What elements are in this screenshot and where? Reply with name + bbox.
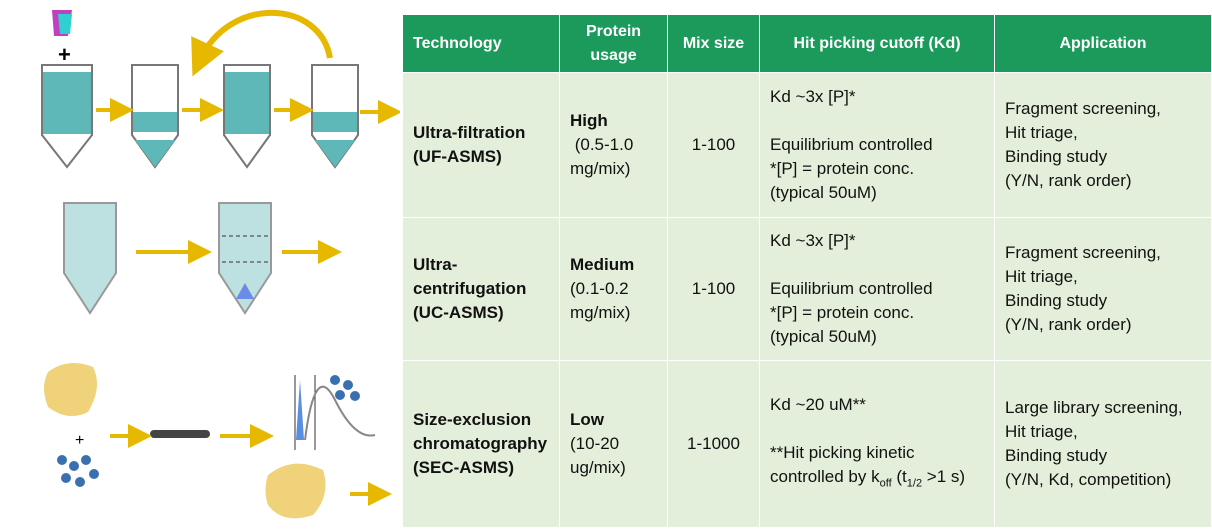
cutoff-cell: Kd ~20 uM** **Hit picking kinetic controll… bbox=[760, 360, 995, 527]
cutoff-text: Kd ~20 uM** bbox=[770, 394, 866, 414]
application-text: (Y/N, rank order) bbox=[1005, 171, 1132, 190]
technology-cell: Ultra-filtration (UF-ASMS) bbox=[403, 72, 560, 217]
application-text: Hit triage, bbox=[1005, 422, 1078, 441]
header-cell: Application bbox=[995, 15, 1212, 72]
usage-detail: mg/mix) bbox=[570, 159, 631, 178]
cutoff-line: (typical 50uM) bbox=[770, 325, 984, 349]
cutoff-text: *[P] = protein conc. bbox=[770, 303, 915, 322]
cutoff-text: Kd ~3x [P]* bbox=[770, 87, 856, 106]
technology-text: Size-exclusion bbox=[413, 410, 532, 429]
workflow-diagrams: + + bbox=[41, 10, 400, 519]
usage-cell: Medium (0.1-0.2 mg/mix) bbox=[560, 217, 668, 360]
application-text: (Y/N, rank order) bbox=[1005, 315, 1132, 334]
usage-detail: (10-20 bbox=[570, 434, 620, 453]
uf-diagram: + bbox=[41, 10, 400, 169]
header-text: Technology bbox=[413, 34, 502, 52]
paragraph-gap bbox=[770, 109, 984, 133]
cutoff-text: (typical 50uM) bbox=[770, 183, 877, 202]
application-text: Binding study bbox=[1005, 446, 1108, 465]
cutoff-text: Equilibrium controlled bbox=[770, 135, 933, 154]
technology-text: centrifugation bbox=[413, 279, 527, 298]
header-cell: Protein usage bbox=[560, 15, 668, 72]
technology-text: (UF-ASMS) bbox=[413, 147, 502, 166]
cutoff-cell: Kd ~3x [P]* Equilibrium controlled *[P] = … bbox=[760, 217, 995, 360]
technology-text: Ultra- bbox=[413, 255, 458, 274]
header-cell: Technology bbox=[403, 15, 560, 72]
mix-cell: 1-100 bbox=[668, 217, 760, 360]
cutoff-line: Equilibrium controlled bbox=[770, 133, 984, 157]
header-text: Protein usage bbox=[585, 22, 642, 64]
cutoff-line: Kd ~3x [P]* bbox=[770, 85, 984, 109]
usage-detail: mg/mix) bbox=[570, 303, 631, 322]
technology-text: Ultra-filtration bbox=[413, 123, 526, 142]
comparison-table: Technology Protein usage Mix size Hit picki… bbox=[403, 15, 1212, 527]
mix-cell: 1-100 bbox=[668, 72, 760, 217]
cutoff-text: *[P] = protein conc. bbox=[770, 159, 915, 178]
cutoff-text: controlled by k bbox=[770, 466, 880, 486]
application-text: Fragment screening, bbox=[1005, 99, 1161, 118]
cutoff-line: controlled by koff (t1/2 >1 s) bbox=[770, 465, 984, 495]
technology-text: chromatography bbox=[413, 434, 548, 453]
header-cell: Hit picking cutoff (Kd) bbox=[760, 15, 995, 72]
cutoff-line: **Hit picking kinetic bbox=[770, 441, 984, 465]
technology-cell: Ultra-centrifugation (UC-ASMS) bbox=[403, 217, 560, 360]
cutoff-line: Kd ~3x [P]* bbox=[770, 229, 984, 253]
application-text: (Y/N, Kd, competition) bbox=[1005, 470, 1172, 489]
usage-detail: (0.5-1.0 bbox=[570, 135, 634, 154]
cutoff-line: Equilibrium controlled bbox=[770, 277, 984, 301]
svg-text:+: + bbox=[75, 432, 84, 449]
cutoff-line: *[P] = protein conc. bbox=[770, 157, 984, 181]
usage-level: Low bbox=[570, 410, 604, 429]
cutoff-text: **Hit picking kinetic bbox=[770, 442, 915, 462]
header-text: Mix size bbox=[682, 34, 745, 52]
cutoff-line: *[P] = protein conc. bbox=[770, 301, 984, 325]
mix-text: 1-1000 bbox=[687, 434, 740, 453]
header-cell: Mix size bbox=[668, 15, 760, 72]
subscript: 1/2 bbox=[906, 477, 923, 490]
usage-cell: Low (10-20 ug/mix) bbox=[560, 360, 668, 527]
cutoff-line: Kd ~20 uM** bbox=[770, 393, 984, 417]
header-text: Application bbox=[1059, 34, 1147, 52]
application-text: Hit triage, bbox=[1005, 267, 1078, 286]
svg-text:+: + bbox=[58, 42, 71, 67]
application-cell: Fragment screening, Hit triage, Binding st… bbox=[995, 217, 1212, 360]
paragraph-gap bbox=[770, 253, 984, 277]
paragraph-gap bbox=[770, 417, 984, 441]
technology-text: (SEC-ASMS) bbox=[413, 458, 515, 477]
mix-text: 1-100 bbox=[691, 279, 736, 298]
application-text: Binding study bbox=[1005, 147, 1108, 166]
application-text: Binding study bbox=[1005, 291, 1108, 310]
usage-level: High bbox=[570, 111, 608, 130]
usage-cell: High (0.5-1.0 mg/mix) bbox=[560, 72, 668, 217]
cutoff-line: (typical 50uM) bbox=[770, 181, 984, 205]
uc-diagram bbox=[63, 202, 342, 315]
application-text: Large library screening, bbox=[1005, 398, 1183, 417]
cutoff-text: (t bbox=[891, 466, 907, 486]
usage-detail: (0.1-0.2 bbox=[570, 279, 629, 298]
usage-detail: ug/mix) bbox=[570, 458, 626, 477]
cutoff-cell: Kd ~3x [P]* Equilibrium controlled *[P] = … bbox=[760, 72, 995, 217]
application-cell: Large library screening, Hit triage, Bindi… bbox=[995, 360, 1212, 527]
application-text: Hit triage, bbox=[1005, 123, 1078, 142]
header-text: Hit picking cutoff (Kd) bbox=[793, 34, 961, 52]
technology-cell: Size-exclusion chromatography (SEC-ASMS) bbox=[403, 360, 560, 527]
cutoff-text: Kd ~3x [P]* bbox=[770, 231, 856, 250]
technology-text: (UC-ASMS) bbox=[413, 303, 504, 322]
sec-diagram: + bbox=[44, 363, 392, 519]
mix-text: 1-100 bbox=[691, 135, 736, 154]
cutoff-text: (typical 50uM) bbox=[770, 327, 877, 346]
cutoff-text: >1 s) bbox=[922, 466, 966, 486]
application-text: Fragment screening, bbox=[1005, 243, 1161, 262]
mix-cell: 1-1000 bbox=[668, 360, 760, 527]
subscript: off bbox=[879, 477, 892, 490]
usage-level: Medium bbox=[570, 255, 635, 274]
cutoff-text: Equilibrium controlled bbox=[770, 279, 933, 298]
application-cell: Fragment screening, Hit triage, Binding st… bbox=[995, 72, 1212, 217]
